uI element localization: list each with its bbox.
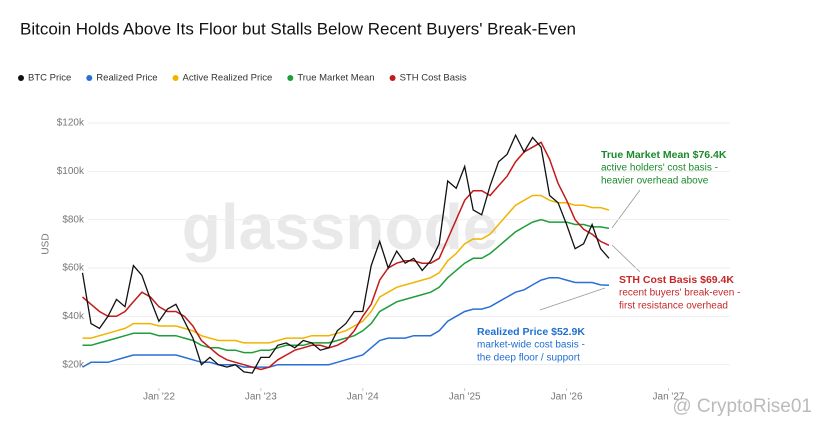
legend-marker xyxy=(86,75,93,81)
legend-marker xyxy=(389,75,396,81)
annotation-text: active holders' cost basis - xyxy=(601,163,718,174)
annotation-title: Realized Price $52.9K xyxy=(477,326,585,338)
legend-marker xyxy=(18,75,24,81)
x-tick-label: Jan '26 xyxy=(551,392,583,403)
series-line xyxy=(81,133,610,374)
x-tick-label: Jan '25 xyxy=(449,392,481,403)
legend-label: Realized Price xyxy=(96,73,157,84)
annotation-text: first resistance overhead xyxy=(619,301,728,312)
leader-line xyxy=(539,287,606,311)
annotation-title: STH Cost Basis $69.4K xyxy=(619,274,734,286)
y-tick-label: $20k xyxy=(62,359,85,370)
watermark: glassnode xyxy=(182,191,499,263)
annotation-text: the deep floor / support xyxy=(477,353,580,364)
series-line xyxy=(82,276,610,368)
legend-label: True Market Mean xyxy=(297,73,374,84)
legend-marker xyxy=(172,75,179,81)
y-tick-label: $60k xyxy=(62,263,85,274)
x-tick-label: Jan '22 xyxy=(143,392,175,403)
annotation-title: True Market Mean $76.4K xyxy=(601,149,727,161)
series-line xyxy=(82,218,610,354)
series-line xyxy=(82,194,610,344)
y-tick-label: $80k xyxy=(62,214,85,225)
y-axis-label: USD xyxy=(41,233,52,254)
x-tick-label: Jan '24 xyxy=(347,392,379,403)
legend-marker xyxy=(287,75,294,81)
annotation-text: market-wide cost basis - xyxy=(477,340,585,351)
chart-title: Bitcoin Holds Above Its Floor but Stalls… xyxy=(20,19,576,38)
y-tick-label: $120k xyxy=(57,118,85,129)
legend-label: BTC Price xyxy=(28,73,71,84)
annotation-text: heavier overhead above xyxy=(601,176,709,187)
x-tick-label: Jan '23 xyxy=(245,392,277,403)
y-tick-label: $100k xyxy=(57,166,85,177)
legend-label: STH Cost Basis xyxy=(400,73,467,84)
legend-label: Active Realized Price xyxy=(183,73,273,84)
credit: @ CryptoRise01 xyxy=(672,396,812,417)
annotation-text: recent buyers' break-even - xyxy=(619,288,740,299)
leader-line xyxy=(611,189,641,229)
series-line xyxy=(82,141,610,371)
y-tick-label: $40k xyxy=(62,311,85,322)
x-tick-label: Jan '27 xyxy=(653,392,685,403)
